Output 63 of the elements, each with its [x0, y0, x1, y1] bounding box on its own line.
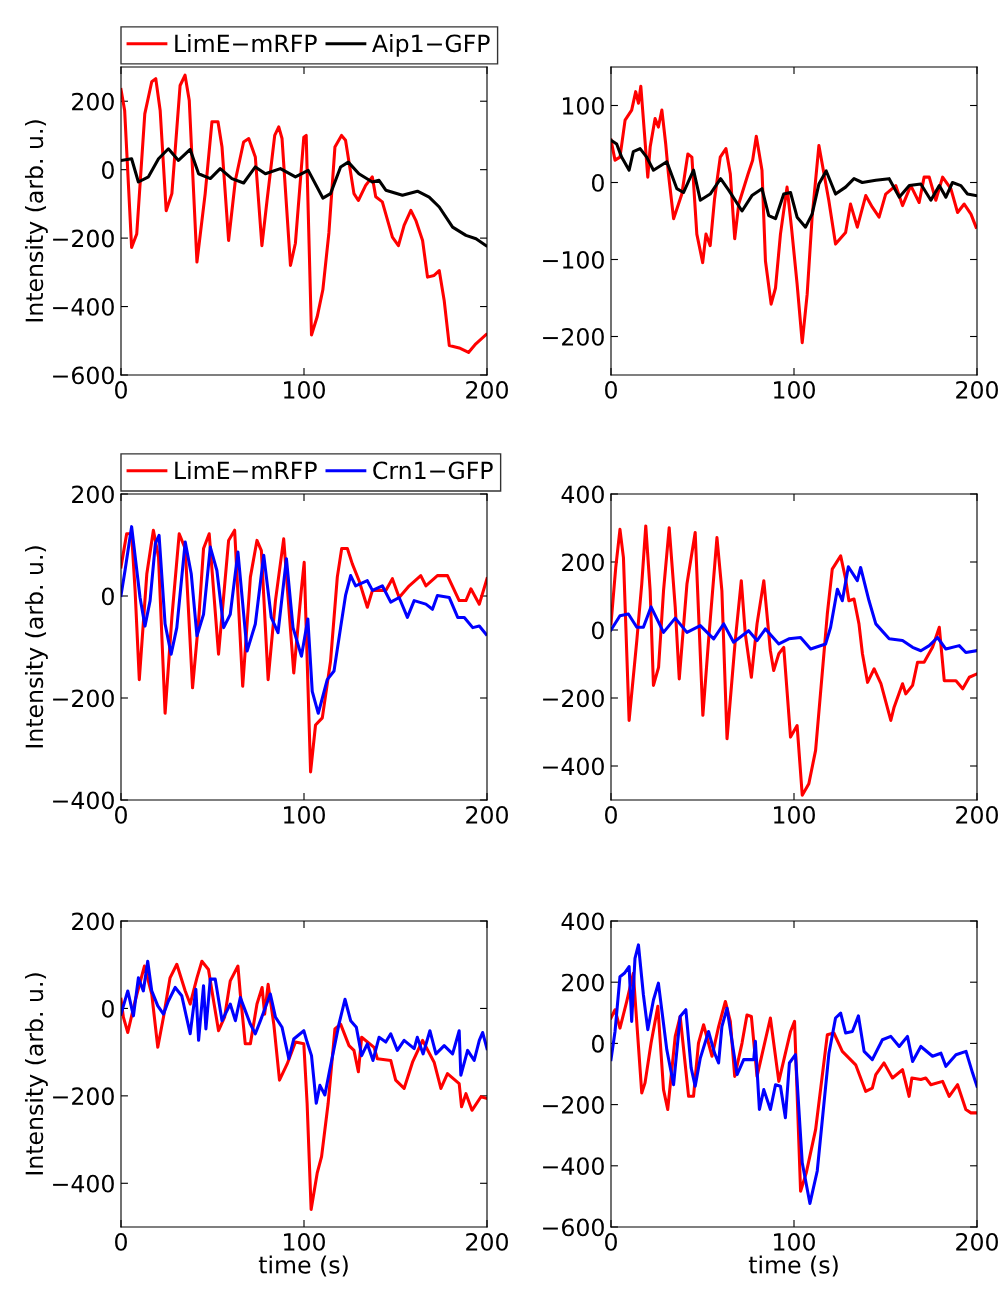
x-tick-label: 100 — [284, 380, 325, 399]
x-tick-label: 200 — [956, 380, 998, 399]
legend-label: LimE−mRFP — [175, 33, 317, 52]
y-tick-label: 400 — [561, 912, 604, 931]
line-series — [121, 525, 487, 715]
y-tick-label: −400 — [543, 1157, 604, 1176]
x-axis-title: time (s) — [258, 1255, 348, 1277]
x-tick-label: 0 — [115, 805, 127, 824]
x-tick-label: 0 — [605, 805, 617, 824]
y-tick-label: 0 — [591, 173, 604, 192]
y-tick-label: 200 — [72, 912, 114, 931]
x-tick-label: 200 — [466, 380, 508, 399]
y-tick-label: −200 — [53, 229, 114, 248]
x-tick-label: 200 — [956, 805, 998, 824]
line-series — [121, 528, 487, 774]
x-tick-label: 0 — [605, 380, 617, 399]
y-axis-title: Intensity (arb. u.) — [24, 973, 48, 1175]
y-tick-label: 0 — [101, 999, 114, 1018]
y-tick-label: 0 — [101, 161, 114, 179]
x-tick-label: 100 — [774, 805, 815, 824]
line-series — [611, 84, 977, 345]
y-tick-label: 200 — [562, 553, 604, 572]
x-tick-label: 0 — [605, 1232, 617, 1251]
legend-label: LimE−mRFP — [175, 461, 317, 479]
legend-label: Aip1−GFP — [372, 33, 490, 57]
x-tick-label: 200 — [466, 805, 508, 824]
x-tick-label: 100 — [774, 380, 815, 399]
x-tick-label: 200 — [956, 1232, 998, 1251]
x-tick-label: 0 — [115, 380, 127, 399]
y-tick-label: 100 — [562, 96, 604, 115]
x-axis-title: time (s) — [748, 1255, 838, 1277]
y-tick-label: −100 — [543, 250, 604, 269]
x-tick-label: 100 — [284, 805, 325, 824]
y-tick-label: −600 — [53, 366, 114, 385]
x-tick-label: 100 — [774, 1232, 815, 1251]
y-axis-title: Intensity (arb. u.) — [24, 120, 48, 322]
y-tick-label: 0 — [591, 621, 604, 640]
line-series — [121, 959, 487, 1105]
y-tick-label: −200 — [543, 1096, 604, 1114]
y-tick-label: −400 — [53, 1174, 114, 1193]
y-tick-label: −200 — [543, 327, 604, 346]
line-series — [611, 565, 977, 654]
y-tick-label: −200 — [53, 1087, 114, 1106]
y-tick-label: −400 — [543, 757, 604, 776]
y-tick-label: 0 — [101, 587, 114, 606]
line-series — [611, 943, 977, 1205]
y-tick-label: −200 — [543, 689, 604, 708]
y-tick-label: −600 — [543, 1218, 604, 1237]
x-tick-label: 100 — [284, 1232, 325, 1251]
y-tick-label: 200 — [72, 92, 114, 111]
y-tick-label: −400 — [53, 298, 114, 316]
line-series — [611, 524, 977, 797]
y-tick-label: −200 — [53, 689, 114, 708]
x-tick-label: 200 — [466, 1232, 508, 1251]
y-tick-label: 400 — [561, 485, 604, 504]
line-series — [121, 73, 487, 354]
y-axis-title: Intensity (arb. u.) — [24, 546, 48, 748]
x-tick-label: 0 — [115, 1232, 127, 1251]
y-tick-label: 200 — [562, 973, 604, 992]
legend-label: Crn1−GFP — [373, 461, 493, 480]
y-tick-label: 200 — [72, 485, 114, 504]
y-tick-label: −400 — [53, 791, 114, 810]
y-tick-label: 0 — [591, 1034, 604, 1053]
